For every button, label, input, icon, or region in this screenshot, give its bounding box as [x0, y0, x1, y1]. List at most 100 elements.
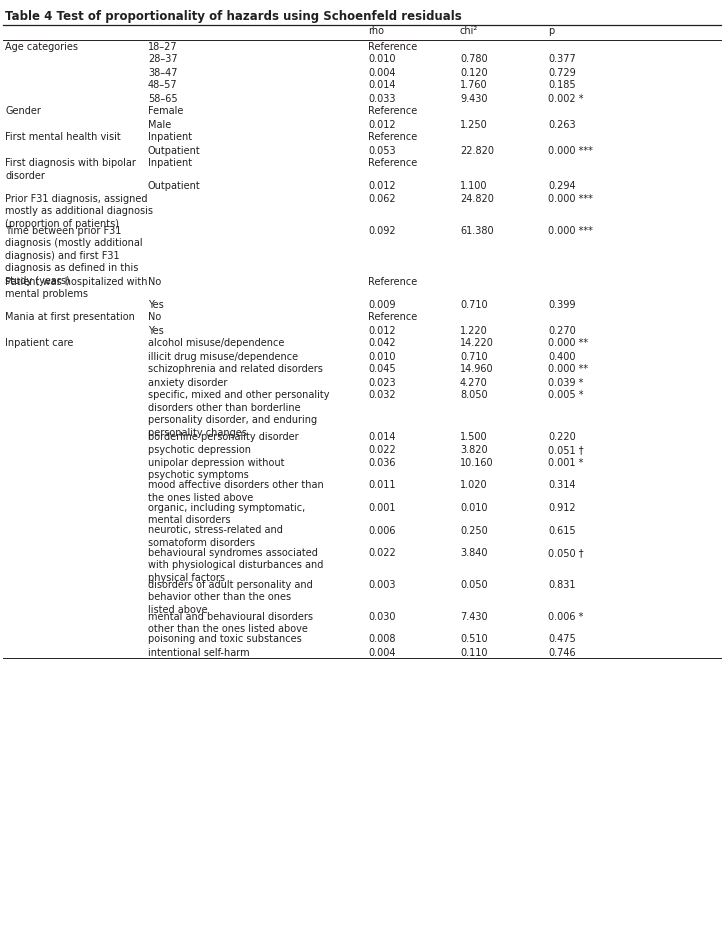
Text: 0.053: 0.053 [368, 145, 396, 156]
Text: 0.023: 0.023 [368, 377, 396, 388]
Text: 0.003: 0.003 [368, 580, 396, 590]
Text: p: p [548, 26, 554, 36]
Text: Table 4 Test of proportionality of hazards using Schoenfeld residuals: Table 4 Test of proportionality of hazar… [5, 10, 462, 23]
Text: 0.010: 0.010 [368, 351, 396, 362]
Text: 22.820: 22.820 [460, 145, 494, 156]
Text: 7.430: 7.430 [460, 612, 488, 622]
Text: neurotic, stress-related and
somatoform disorders: neurotic, stress-related and somatoform … [148, 526, 283, 548]
Text: 18–27: 18–27 [148, 42, 178, 51]
Text: Patient was hospitalized with
mental problems: Patient was hospitalized with mental pro… [5, 277, 147, 299]
Text: First diagnosis with bipolar
disorder: First diagnosis with bipolar disorder [5, 158, 136, 181]
Text: 0.030: 0.030 [368, 612, 396, 622]
Text: 0.250: 0.250 [460, 526, 488, 536]
Text: 0.000 **: 0.000 ** [548, 364, 588, 375]
Text: schizophrenia and related disorders: schizophrenia and related disorders [148, 364, 323, 375]
Text: 0.002 *: 0.002 * [548, 93, 584, 103]
Text: 0.014: 0.014 [368, 80, 396, 90]
Text: specific, mixed and other personality
disorders other than borderline
personalit: specific, mixed and other personality di… [148, 391, 330, 438]
Text: 1.250: 1.250 [460, 119, 488, 130]
Text: illicit drug misuse/dependence: illicit drug misuse/dependence [148, 351, 298, 362]
Text: 0.036: 0.036 [368, 458, 396, 468]
Text: 0.010: 0.010 [460, 503, 487, 513]
Text: disorders of adult personality and
behavior other than the ones
listed above: disorders of adult personality and behav… [148, 580, 313, 615]
Text: 0.263: 0.263 [548, 119, 576, 130]
Text: intentional self-harm: intentional self-harm [148, 648, 250, 657]
Text: 0.042: 0.042 [368, 338, 396, 349]
Text: 0.000 ***: 0.000 *** [548, 145, 593, 156]
Text: 0.780: 0.780 [460, 54, 488, 64]
Text: 1.100: 1.100 [460, 181, 487, 191]
Text: 10.160: 10.160 [460, 458, 494, 468]
Text: 0.004: 0.004 [368, 648, 396, 657]
Text: anxiety disorder: anxiety disorder [148, 377, 227, 388]
Text: First mental health visit: First mental health visit [5, 132, 121, 143]
Text: 1.760: 1.760 [460, 80, 488, 90]
Text: 0.710: 0.710 [460, 351, 488, 362]
Text: organic, including symptomatic,
mental disorders: organic, including symptomatic, mental d… [148, 503, 305, 526]
Text: mental and behavioural disorders
other than the ones listed above: mental and behavioural disorders other t… [148, 612, 313, 635]
Text: Prior F31 diagnosis, assigned
mostly as additional diagnosis
(proportion of pati: Prior F31 diagnosis, assigned mostly as … [5, 194, 153, 228]
Text: 1.020: 1.020 [460, 481, 488, 490]
Text: 0.294: 0.294 [548, 181, 576, 191]
Text: 61.380: 61.380 [460, 226, 494, 236]
Text: 0.022: 0.022 [368, 548, 396, 558]
Text: Reference: Reference [368, 132, 417, 143]
Text: Age categories: Age categories [5, 42, 78, 51]
Text: 8.050: 8.050 [460, 391, 488, 401]
Text: 0.010: 0.010 [368, 54, 396, 64]
Text: 38–47: 38–47 [148, 67, 177, 77]
Text: 58–65: 58–65 [148, 93, 178, 103]
Text: 0.039 *: 0.039 * [548, 377, 584, 388]
Text: 1.500: 1.500 [460, 432, 488, 442]
Text: Inpatient: Inpatient [148, 158, 192, 169]
Text: unipolar depression without
psychotic symptoms: unipolar depression without psychotic sy… [148, 458, 285, 480]
Text: psychotic depression: psychotic depression [148, 445, 251, 455]
Text: 0.912: 0.912 [548, 503, 576, 513]
Text: chi²: chi² [460, 26, 478, 36]
Text: 0.001 *: 0.001 * [548, 458, 584, 468]
Text: behavioural syndromes associated
with physiological disturbances and
physical fa: behavioural syndromes associated with ph… [148, 548, 323, 582]
Text: Outpatient: Outpatient [148, 145, 201, 156]
Text: 3.820: 3.820 [460, 445, 488, 455]
Text: 0.032: 0.032 [368, 391, 396, 401]
Text: No: No [148, 312, 161, 322]
Text: 0.009: 0.009 [368, 299, 396, 309]
Text: 0.399: 0.399 [548, 299, 576, 309]
Text: 0.475: 0.475 [548, 635, 576, 645]
Text: Female: Female [148, 106, 184, 116]
Text: Yes: Yes [148, 299, 164, 309]
Text: 0.120: 0.120 [460, 67, 488, 77]
Text: 0.006 *: 0.006 * [548, 612, 584, 622]
Text: 0.377: 0.377 [548, 54, 576, 64]
Text: 0.050 †: 0.050 † [548, 548, 584, 558]
Text: 0.012: 0.012 [368, 181, 396, 191]
Text: 0.220: 0.220 [548, 432, 576, 442]
Text: 0.000 ***: 0.000 *** [548, 226, 593, 236]
Text: borderline personality disorder: borderline personality disorder [148, 432, 298, 442]
Text: 9.430: 9.430 [460, 93, 487, 103]
Text: rho: rho [368, 26, 384, 36]
Text: 0.005 *: 0.005 * [548, 391, 584, 401]
Text: Reference: Reference [368, 158, 417, 169]
Text: mood affective disorders other than
the ones listed above: mood affective disorders other than the … [148, 481, 324, 503]
Text: Inpatient: Inpatient [148, 132, 192, 143]
Text: 0.001: 0.001 [368, 503, 396, 513]
Text: 1.220: 1.220 [460, 325, 488, 336]
Text: 0.022: 0.022 [368, 445, 396, 455]
Text: Inpatient care: Inpatient care [5, 338, 73, 349]
Text: Reference: Reference [368, 312, 417, 322]
Text: 0.050: 0.050 [460, 580, 488, 590]
Text: 0.270: 0.270 [548, 325, 576, 336]
Text: 0.012: 0.012 [368, 325, 396, 336]
Text: Reference: Reference [368, 277, 417, 287]
Text: 0.746: 0.746 [548, 648, 576, 657]
Text: 0.092: 0.092 [368, 226, 396, 236]
Text: 0.011: 0.011 [368, 481, 396, 490]
Text: 0.615: 0.615 [548, 526, 576, 536]
Text: Male: Male [148, 119, 171, 130]
Text: 28–37: 28–37 [148, 54, 178, 64]
Text: 0.014: 0.014 [368, 432, 396, 442]
Text: 0.006: 0.006 [368, 526, 396, 536]
Text: 4.270: 4.270 [460, 377, 488, 388]
Text: 0.051 †: 0.051 † [548, 445, 584, 455]
